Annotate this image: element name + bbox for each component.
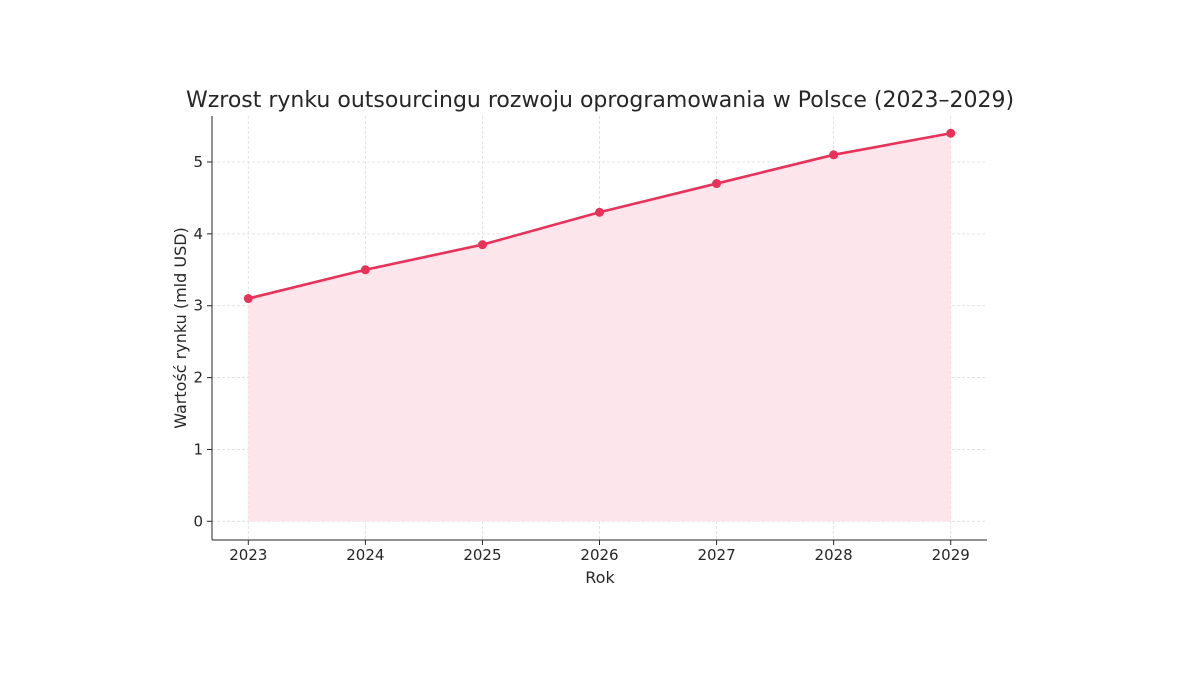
y-tick-label: 0: [193, 512, 203, 530]
data-point: [946, 128, 956, 138]
data-point: [712, 179, 722, 189]
x-tick-label: 2027: [697, 546, 735, 564]
y-tick-label: 3: [193, 297, 203, 315]
data-points: [243, 128, 956, 304]
x-tick-label: 2023: [229, 546, 267, 564]
x-tick-label: 2029: [932, 546, 970, 564]
y-tick-label: 2: [193, 369, 203, 387]
x-tick-label: 2028: [815, 546, 853, 564]
y-tick-label: 4: [193, 225, 203, 243]
chart-title: Wzrost rynku outsourcingu rozwoju oprogr…: [186, 88, 1014, 113]
data-point: [243, 294, 253, 304]
y-tick-label: 1: [193, 440, 203, 458]
x-tick-label: 2025: [463, 546, 501, 564]
x-tick-label: 2026: [580, 546, 618, 564]
y-axis-label: Wartość rynku (mld USD): [171, 227, 190, 429]
data-point: [477, 240, 487, 250]
x-ticks: 2023 2024 2025 2026 2027 2028 2029: [229, 540, 970, 564]
area-fill: [248, 133, 951, 522]
data-point: [595, 207, 604, 217]
data-point: [829, 150, 839, 160]
y-ticks: 0 1 2 3 4 5: [193, 153, 212, 530]
y-tick-label: 5: [193, 153, 203, 171]
data-point: [360, 265, 370, 275]
x-tick-label: 2024: [346, 546, 384, 564]
x-axis-label: Rok: [585, 568, 615, 587]
